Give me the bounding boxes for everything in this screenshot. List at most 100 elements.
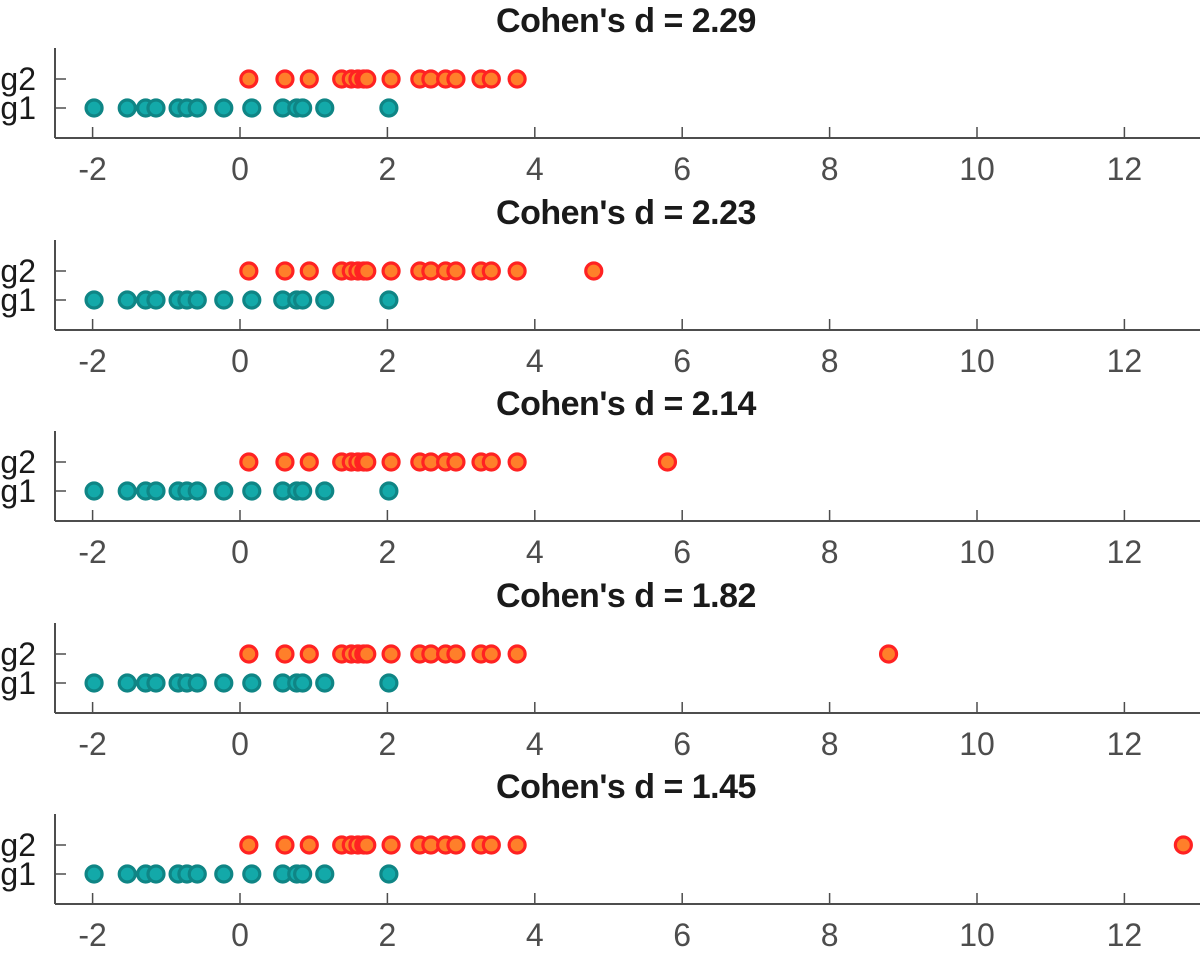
x-tick-label: 2 [379, 726, 397, 762]
subplot-3: Cohen's d = 2.14 g2 g1 -2 0 2 4 6 8 10 12 [0, 383, 1200, 574]
data-point-g1 [315, 864, 335, 884]
y-tick-label: g2 [0, 253, 36, 289]
data-point-g1 [379, 289, 399, 310]
data-point-g2 [239, 69, 259, 89]
data-point-g2 [878, 643, 899, 664]
x-tick-label: 2 [379, 534, 397, 570]
data-point-g2 [275, 452, 295, 472]
x-tick-label: 4 [526, 917, 544, 953]
x-tick-label: -2 [78, 534, 106, 570]
data-point-g1 [214, 481, 234, 501]
data-point-g1 [117, 98, 137, 118]
data-point-g2 [446, 69, 466, 89]
y-tick-label: g1 [0, 282, 36, 318]
data-point-g2 [275, 643, 295, 664]
data-point-g1 [84, 481, 104, 501]
x-tick-label: 10 [959, 534, 995, 570]
data-point-g1 [187, 289, 207, 310]
x-tick-label: 12 [1107, 534, 1143, 570]
data-point-g1 [242, 289, 262, 310]
data-point-g2 [275, 835, 295, 855]
data-point-g1 [117, 481, 137, 501]
data-point-g2 [446, 643, 466, 664]
data-point-g1 [293, 481, 313, 501]
data-point-g1 [379, 672, 399, 693]
x-tick-label: 10 [959, 917, 995, 953]
data-point-g2 [381, 69, 401, 89]
subplot-2: Cohen's d = 2.23 g2 g1 -2 0 2 4 6 8 10 12 [0, 192, 1200, 383]
x-tick-label: 8 [821, 151, 839, 187]
data-point-g1 [214, 98, 234, 118]
x-tick-label: 6 [673, 151, 691, 187]
x-tick-label: 10 [959, 726, 995, 762]
subplot-1: Cohen's d = 2.29 g2 g1 -2 0 2 4 6 8 10 12 [0, 0, 1200, 191]
data-point-g1 [242, 98, 262, 118]
x-tick-label: 8 [821, 726, 839, 762]
data-point-g1 [315, 672, 335, 693]
y-tick-label: g2 [0, 444, 36, 480]
data-point-g1 [242, 481, 262, 501]
data-point-g2 [507, 69, 527, 89]
data-point-g1 [293, 672, 313, 693]
data-point-g2 [239, 835, 259, 855]
data-point-g2 [1173, 835, 1193, 855]
data-point-g1 [146, 481, 166, 501]
data-point-g2 [239, 452, 259, 472]
data-point-g1 [242, 672, 262, 693]
data-point-g2 [481, 452, 501, 472]
data-point-g2 [481, 69, 501, 89]
x-tick-label: 2 [379, 151, 397, 187]
x-tick-label: -2 [78, 726, 106, 762]
data-point-g2 [446, 835, 466, 855]
data-point-g1 [293, 864, 313, 884]
y-tick-label: g1 [0, 856, 36, 892]
data-point-g2 [239, 643, 259, 664]
data-point-g1 [84, 289, 104, 310]
data-point-g2 [507, 835, 527, 855]
data-point-g1 [84, 672, 104, 693]
data-point-g2 [507, 452, 527, 472]
data-point-g1 [214, 289, 234, 310]
x-tick-label: 0 [231, 917, 249, 953]
y-tick-label: g2 [0, 61, 36, 97]
x-tick-label: 0 [231, 343, 249, 379]
x-tick-label: 6 [673, 917, 691, 953]
data-point-g2 [357, 835, 377, 855]
subplot-5: Cohen's d = 1.45 g2 g1 -2 0 2 4 6 8 10 12 [0, 766, 1200, 957]
data-point-g2 [299, 643, 319, 664]
subplot-title: Cohen's d = 1.82 [496, 576, 756, 615]
subplot-4: Cohen's d = 1.82 g2 g1 -2 0 2 4 6 8 10 12 [0, 575, 1200, 766]
x-tick-label: 12 [1107, 726, 1143, 762]
data-point-g2 [507, 643, 527, 664]
x-tick-label: 4 [526, 534, 544, 570]
x-tick-label: 2 [379, 917, 397, 953]
y-tick-label: g1 [0, 665, 36, 701]
data-point-g1 [117, 672, 137, 693]
y-tick-label: g1 [0, 90, 36, 126]
data-point-g2 [481, 835, 501, 855]
data-point-g1 [379, 481, 399, 501]
data-point-g1 [379, 864, 399, 884]
x-tick-label: 0 [231, 726, 249, 762]
y-tick-label: g2 [0, 636, 36, 672]
data-point-g1 [315, 481, 335, 501]
data-point-g1 [146, 864, 166, 884]
x-tick-label: 6 [673, 343, 691, 379]
data-point-g1 [187, 864, 207, 884]
data-point-g2 [275, 69, 295, 89]
x-tick-label: 8 [821, 343, 839, 379]
x-tick-label: -2 [78, 917, 106, 953]
data-point-g1 [379, 98, 399, 118]
x-tick-label: 0 [231, 534, 249, 570]
subplot-title: Cohen's d = 2.29 [496, 2, 756, 40]
data-point-g1 [293, 289, 313, 310]
x-tick-label: 8 [821, 534, 839, 570]
x-tick-label: 0 [231, 151, 249, 187]
x-tick-label: 10 [959, 343, 995, 379]
data-point-g1 [315, 289, 335, 310]
x-tick-label: 10 [959, 151, 995, 187]
data-point-g2 [381, 260, 401, 281]
